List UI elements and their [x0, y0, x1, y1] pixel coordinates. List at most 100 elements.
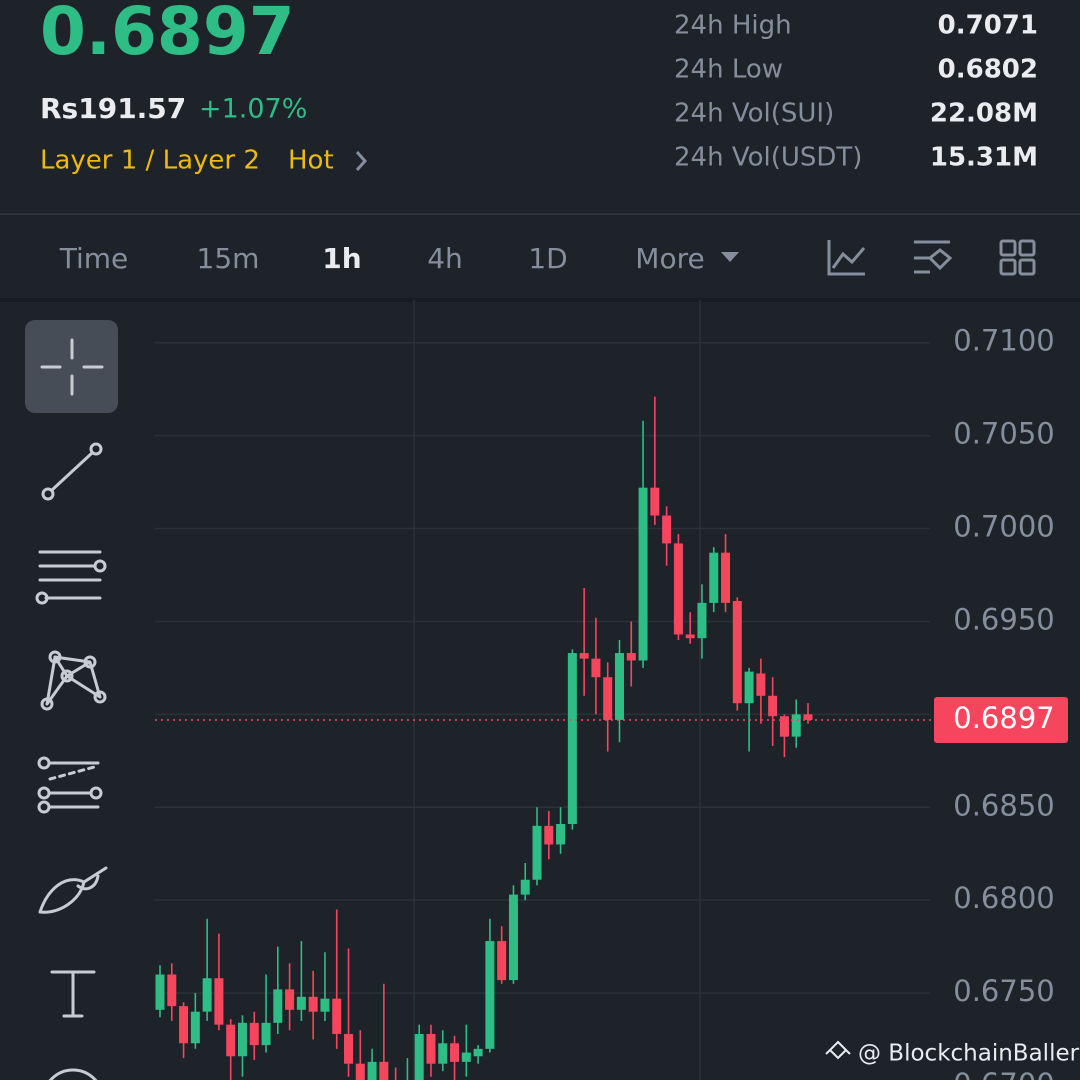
candle-body: [662, 515, 672, 544]
candle-body: [450, 1043, 460, 1062]
dropdown-arrow: [721, 252, 739, 262]
candle-body: [344, 1033, 354, 1064]
candle-body: [461, 1052, 471, 1062]
candle-body: [638, 487, 648, 661]
candle-body: [791, 714, 801, 737]
candle-body: [744, 671, 754, 704]
candle-body: [167, 974, 177, 1007]
candle-body: [579, 653, 589, 659]
interval-tab[interactable]: More: [635, 242, 704, 275]
last-price-label: 0.6897: [953, 701, 1054, 735]
candle-body: [779, 716, 789, 737]
interval-tab[interactable]: 15m: [197, 242, 260, 275]
candle-body: [367, 1061, 377, 1080]
candle-body: [732, 601, 742, 704]
stat-label: 24h High: [674, 11, 792, 41]
candle-body: [190, 1011, 200, 1044]
parallel-tool[interactable]: [35, 550, 107, 605]
layout-icon[interactable]: [999, 239, 1036, 276]
candle-body: [556, 824, 566, 845]
candle-body: [155, 974, 165, 1010]
candle-body: [614, 653, 624, 720]
candle-body: [379, 1061, 389, 1080]
tag[interactable]: Hot: [288, 146, 334, 176]
interval-tabs: Time 15m 1h 4h 1D More: [59, 242, 705, 275]
fib-tool[interactable]: [37, 756, 103, 814]
candle-body: [497, 941, 507, 981]
candle-body: [320, 998, 330, 1012]
candle-body: [532, 825, 542, 880]
candle-body: [179, 1006, 189, 1044]
candle-body: [237, 1022, 247, 1057]
candle-body: [673, 543, 683, 635]
candle-body: [650, 487, 660, 516]
watermark: @ BlockchainBaller: [858, 1041, 1080, 1067]
stat-label: 24h Vol(SUI): [674, 99, 834, 129]
watermark-icon: [825, 1040, 851, 1060]
y-tick-label: 0.6800: [953, 881, 1054, 915]
stat-label: 24h Low: [674, 55, 783, 85]
tag[interactable]: Layer 1 / Layer 2: [40, 146, 260, 176]
candle-body: [202, 978, 212, 1012]
brush-tool[interactable]: [38, 866, 108, 914]
candle-body: [226, 1024, 236, 1057]
candle-body: [756, 673, 766, 696]
candle-body: [355, 1063, 365, 1080]
candle-body: [273, 989, 283, 1023]
candle-body: [709, 552, 719, 603]
candle-body: [768, 695, 778, 717]
change: +1.07%: [199, 94, 307, 125]
y-tick-label: 0.6700: [953, 1067, 1054, 1080]
chevron: [355, 151, 368, 171]
candle-body: [508, 894, 518, 981]
candle-body: [296, 996, 306, 1010]
y-tick-label: 0.6750: [953, 974, 1054, 1008]
candle-body: [473, 1048, 483, 1057]
candle-body: [721, 552, 731, 603]
candle-body: [308, 996, 318, 1012]
stat-value: 0.7071: [938, 11, 1038, 41]
chart-type-icon[interactable]: [827, 240, 866, 276]
interval-tab[interactable]: 4h: [427, 242, 463, 275]
y-tick-label: 0.6950: [953, 602, 1054, 636]
candle-body: [803, 714, 813, 720]
candle-body: [603, 677, 613, 720]
candle-body: [626, 653, 636, 661]
candle-body: [485, 941, 495, 1049]
crosshair-icon: [40, 338, 104, 396]
candle-body: [520, 879, 530, 895]
candle-body: [591, 658, 601, 678]
candle-body: [285, 989, 295, 1010]
indicator-icon[interactable]: [914, 240, 953, 274]
candle-body: [426, 1033, 436, 1064]
text-tool[interactable]: [50, 970, 96, 1018]
y-tick-label: 0.6850: [953, 788, 1054, 822]
y-tick-label: 0.7100: [953, 324, 1054, 358]
stat-value: 22.08M: [930, 99, 1038, 129]
fiat-price: Rs191.57: [40, 92, 186, 125]
candle-body: [438, 1043, 448, 1064]
stat-value: 15.31M: [930, 143, 1038, 173]
candle-body: [261, 1022, 271, 1046]
y-tick-label: 0.7050: [953, 417, 1054, 451]
interval-tab[interactable]: 1D: [528, 242, 567, 275]
candle-body: [214, 978, 224, 1025]
interval-tab[interactable]: Time: [59, 242, 129, 275]
stat-label: 24h Vol(USDT): [674, 143, 862, 173]
candle-body: [332, 998, 342, 1034]
interval-tab[interactable]: 1h: [322, 242, 361, 275]
candlestick-chart: 0.67000.67500.68000.68500.69000.69500.70…: [155, 324, 1068, 1080]
candle-body: [685, 634, 695, 639]
pattern-tool[interactable]: [40, 650, 107, 711]
candle-body: [249, 1022, 259, 1046]
candle-body: [414, 1033, 424, 1080]
line-tool[interactable]: [41, 442, 103, 501]
candle-body: [697, 602, 707, 639]
last-price-tag: [934, 696, 1068, 743]
candle-body: [567, 653, 577, 824]
price: 0.6897: [40, 0, 295, 70]
more-tool[interactable]: [43, 1068, 103, 1080]
crosshair-tool[interactable]: [25, 320, 118, 413]
